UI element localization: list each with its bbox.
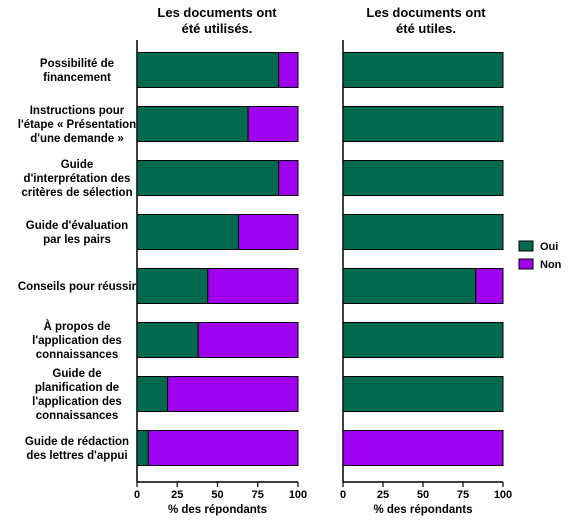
x-tick-label: 100: [494, 489, 512, 501]
x-tick-label: 25: [171, 489, 183, 501]
bar-oui-2: [342, 106, 504, 142]
category-label: Guide de: [52, 368, 101, 380]
category-label: l'étape « Présentation: [18, 119, 136, 131]
legend-swatch-oui: [518, 240, 534, 252]
bar-non-8: [147, 430, 299, 466]
bar-non-7: [167, 376, 299, 412]
bar-non-8: [342, 430, 504, 466]
bar-non-1: [278, 52, 299, 88]
category-label: À propos de: [43, 320, 110, 333]
bar-oui-5: [136, 268, 209, 304]
bar-non-3: [278, 160, 299, 196]
category-label: des lettres d'appui: [26, 450, 127, 462]
panel-2-x-axis-label: % des répondants: [373, 504, 472, 516]
bar-non-5: [207, 268, 299, 304]
category-label: par les pairs: [43, 234, 111, 246]
category-label: connaissances: [36, 410, 118, 422]
bar-non-4: [237, 214, 299, 250]
legend-label-non: Non: [540, 259, 562, 271]
bar-oui-1: [136, 52, 280, 88]
category-label: Conseils pour réussir: [18, 281, 137, 293]
x-tick-label: 0: [134, 489, 140, 501]
bar-oui-6: [342, 322, 504, 358]
category-label: critères de sélection: [21, 187, 132, 199]
bar-oui-4: [342, 214, 504, 250]
bar-non-5: [475, 268, 504, 304]
bar-oui-3: [342, 160, 504, 196]
x-tick-label: 100: [289, 489, 307, 501]
bar-non-6: [197, 322, 299, 358]
bar-oui-1: [342, 52, 504, 88]
category-label: Guide d'évaluation: [26, 220, 128, 232]
bar-oui-7: [342, 376, 504, 412]
category-label: financement: [43, 72, 111, 84]
panel-2-title-line: été utiles.: [396, 21, 456, 36]
bar-non-2: [247, 106, 299, 142]
bar-oui-5: [342, 268, 477, 304]
panel-2-title-line: Les documents ont: [366, 5, 486, 20]
legend-label-oui: Oui: [540, 241, 558, 253]
category-label: l'application des: [32, 335, 122, 347]
category-label: Guide de rédaction: [25, 436, 129, 448]
bar-oui-2: [136, 106, 249, 142]
bar-oui-3: [136, 160, 280, 196]
category-label: connaissances: [36, 349, 118, 361]
panel-1-title-line: été utilisés.: [182, 21, 253, 36]
x-tick-label: 50: [211, 489, 223, 501]
category-label: Possibilité de: [40, 58, 114, 70]
x-tick-label: 25: [377, 489, 389, 501]
category-label: Guide: [61, 159, 94, 171]
panel-1-x-axis-label: % des répondants: [168, 504, 267, 516]
category-label: d'une demande »: [30, 133, 123, 145]
bar-oui-6: [136, 322, 199, 358]
x-tick-label: 50: [417, 489, 429, 501]
x-tick-label: 75: [252, 489, 264, 501]
bar-oui-4: [136, 214, 239, 250]
bar-oui-7: [136, 376, 169, 412]
category-label: d'interprétation des: [24, 173, 131, 185]
panel-1-title-line: Les documents ont: [157, 5, 277, 20]
category-label: planification de: [35, 382, 119, 394]
x-tick-label: 0: [340, 489, 346, 501]
category-label: l'application des: [32, 396, 122, 408]
x-tick-label: 75: [457, 489, 469, 501]
bar-oui-8: [136, 430, 149, 466]
category-label: Instructions pour: [30, 105, 125, 117]
legend-swatch-non: [518, 258, 534, 270]
